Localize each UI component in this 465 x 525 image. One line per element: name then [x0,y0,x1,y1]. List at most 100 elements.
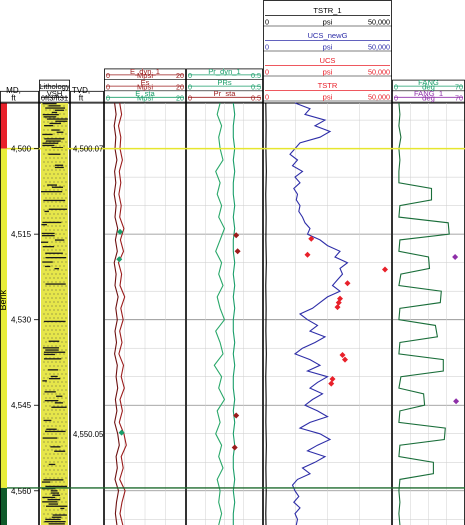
sand-dot [49,309,51,311]
sand-dot [65,365,67,367]
shale-streak [48,208,68,210]
shale-streak [42,142,59,144]
shale-streak [41,488,56,490]
header-scale-max: 0.5 [251,71,261,80]
sand-dot [43,505,45,507]
sand-dot [61,373,63,375]
shale-streak [47,184,57,186]
sand-dot [59,145,61,147]
sand-dot [53,141,55,143]
sand-dot [55,169,57,171]
sand-dot [63,513,65,515]
header-scale-max: 1 [64,94,68,103]
sand-dot [53,173,55,175]
sand-dot [43,289,45,291]
header-unit: ft [79,94,84,103]
shale-streak [45,518,61,521]
sand-dot [65,245,67,247]
sand-dot [55,329,57,331]
sand-dot [63,273,65,275]
sand-dot [65,157,67,159]
sand-dot [45,301,47,303]
sand-dot [59,233,61,235]
sand-dot [53,261,55,263]
sand-dot [53,421,55,423]
header-scale-max: 50,000 [368,93,390,102]
sand-dot [51,289,53,291]
zone-label-1: Berik [0,290,8,311]
zone-boundaries [7,147,465,489]
sand-dot [59,113,61,115]
sand-dot [65,173,67,175]
sand-dot [51,177,53,179]
shale-streak [48,340,60,342]
sand-dot [63,465,65,467]
sand-dot [63,249,65,251]
sand-dot [65,269,67,271]
header-name: E_dyn_1 [130,67,160,76]
sand-dot [59,329,61,331]
sand-dot [49,493,51,495]
sand-dot [57,229,59,231]
sand-dot [63,281,65,283]
header-name: UCS [319,56,335,65]
header-unit: Mpsi [137,82,153,91]
header-unit: psi [323,18,333,27]
shale-streak [44,125,54,127]
header-scale-min: 0 [265,68,269,77]
sand-dot [61,397,63,399]
sand-dot [63,361,65,363]
sand-dot [45,341,47,343]
shale-streak [44,400,59,402]
sand-dot [65,429,67,431]
sand-dot [53,325,55,327]
shale-streak [50,446,61,448]
sand-dot [49,381,51,383]
curve-e-dyn-1 [117,102,127,525]
sand-dot [55,385,57,387]
sand-dot [51,169,53,171]
header-scale-max: 50,000 [368,43,390,52]
sand-dot [43,153,45,155]
sand-dot [45,165,47,167]
header-scale-min: 0 [188,71,192,80]
shale-streak [43,199,66,202]
sand-dot [43,377,45,379]
shale-streak [49,122,62,125]
sand-dot [55,161,57,163]
shale-streak [46,428,57,430]
sand-dot [59,473,61,475]
sand-dot [63,385,65,387]
marker-fang-1 [453,398,460,405]
sand-dot [65,189,67,191]
sand-dot [65,509,67,511]
sand-dot [61,197,63,199]
shale-streak [48,463,56,466]
sand-dot [45,461,47,463]
sand-dot [49,293,51,295]
sand-dot [47,489,49,491]
shale-streak [49,378,61,380]
sand-dot [51,193,53,195]
track-frame-strength [263,0,392,525]
sand-dot [55,481,57,483]
header-unit: deg [422,82,435,91]
sand-dot [45,229,47,231]
sand-dot [65,381,67,383]
sand-dot [57,133,59,135]
sand-dot [49,229,51,231]
sand-dot [51,481,53,483]
md-tick-label: 4,545 [11,401,32,410]
sand-dot [59,425,61,427]
sand-dot [43,401,45,403]
marker-layer [116,228,460,451]
sand-dot [59,265,61,267]
sand-dot [47,225,49,227]
sand-dot [57,213,59,215]
sand-dot [51,121,53,123]
sand-dot [47,201,49,203]
sand-dot [45,317,47,319]
track-frame-md [0,90,39,525]
